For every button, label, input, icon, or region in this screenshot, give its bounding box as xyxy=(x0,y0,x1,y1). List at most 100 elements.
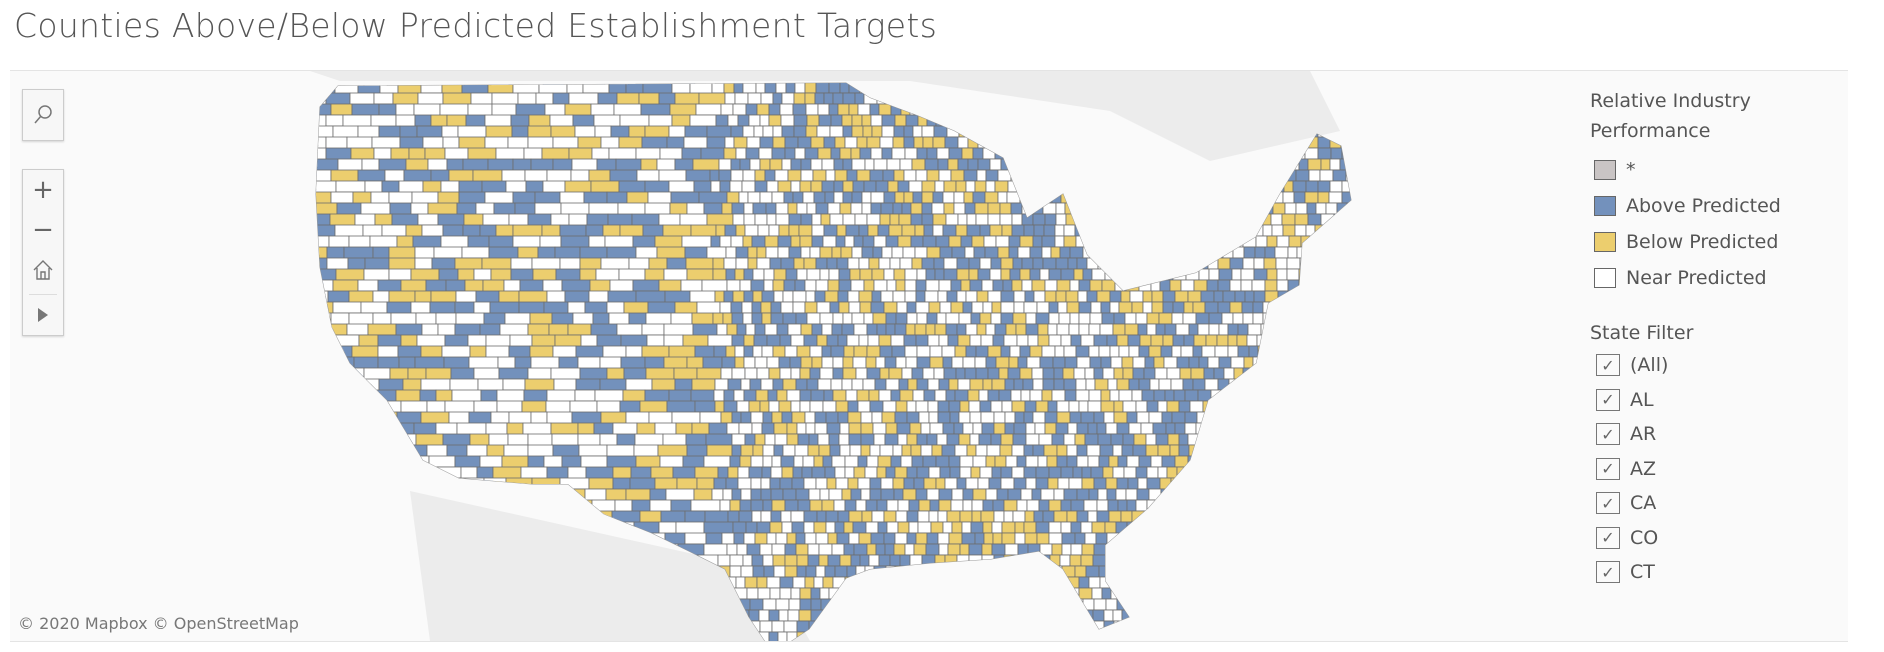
county[interactable] xyxy=(1025,422,1036,435)
county[interactable] xyxy=(1218,268,1233,281)
county[interactable] xyxy=(716,323,728,336)
county[interactable] xyxy=(1284,422,1295,435)
county[interactable] xyxy=(1162,334,1174,347)
county[interactable] xyxy=(941,444,956,457)
county[interactable] xyxy=(1288,466,1302,479)
county[interactable] xyxy=(908,521,919,534)
county[interactable] xyxy=(1088,323,1101,336)
county[interactable] xyxy=(1064,356,1078,369)
county[interactable] xyxy=(1118,345,1130,358)
county[interactable] xyxy=(1236,422,1250,435)
county[interactable] xyxy=(1056,455,1068,468)
county[interactable] xyxy=(1208,444,1221,457)
county[interactable] xyxy=(928,620,939,633)
county[interactable] xyxy=(951,521,963,534)
county[interactable] xyxy=(1290,532,1304,545)
county[interactable] xyxy=(751,554,764,567)
county[interactable] xyxy=(1210,389,1225,402)
county[interactable] xyxy=(1042,510,1055,523)
county[interactable] xyxy=(850,202,863,215)
county[interactable] xyxy=(1075,378,1087,391)
county[interactable] xyxy=(1170,202,1185,215)
county[interactable] xyxy=(910,213,923,226)
county[interactable] xyxy=(912,191,923,204)
county[interactable] xyxy=(886,279,897,292)
county[interactable] xyxy=(1094,191,1105,204)
county[interactable] xyxy=(1101,180,1115,193)
county[interactable] xyxy=(860,411,873,424)
county[interactable] xyxy=(764,235,779,248)
county[interactable] xyxy=(695,103,722,116)
county[interactable] xyxy=(1117,499,1128,512)
county[interactable] xyxy=(1059,136,1072,149)
county[interactable] xyxy=(873,235,887,248)
county[interactable] xyxy=(723,389,735,402)
county[interactable] xyxy=(1298,400,1309,413)
county[interactable] xyxy=(1293,191,1306,204)
county[interactable] xyxy=(972,147,984,160)
county[interactable] xyxy=(1198,268,1210,281)
county[interactable] xyxy=(894,114,907,127)
county[interactable] xyxy=(1354,489,1363,500)
county[interactable] xyxy=(880,488,895,501)
county[interactable] xyxy=(1093,411,1105,424)
county[interactable] xyxy=(725,246,737,259)
county[interactable] xyxy=(979,312,992,325)
county[interactable] xyxy=(1126,257,1140,270)
county[interactable] xyxy=(1068,400,1080,413)
county[interactable] xyxy=(1232,389,1246,402)
county[interactable] xyxy=(1253,433,1265,446)
county[interactable] xyxy=(793,257,805,270)
county[interactable] xyxy=(1326,389,1338,402)
county[interactable] xyxy=(866,213,881,226)
county[interactable] xyxy=(1218,356,1232,369)
county[interactable] xyxy=(905,620,917,633)
county[interactable] xyxy=(1287,499,1298,512)
county[interactable] xyxy=(1091,246,1105,259)
county[interactable] xyxy=(1014,521,1025,534)
county[interactable] xyxy=(1353,445,1364,456)
county[interactable] xyxy=(900,455,913,468)
county[interactable] xyxy=(726,279,741,292)
county[interactable] xyxy=(1140,169,1155,182)
county[interactable] xyxy=(1069,312,1080,325)
county[interactable] xyxy=(310,433,336,452)
county[interactable] xyxy=(729,565,742,578)
county[interactable] xyxy=(1184,411,1198,424)
county[interactable] xyxy=(1013,609,1024,622)
county[interactable] xyxy=(1072,466,1083,479)
county[interactable] xyxy=(933,587,946,600)
county[interactable] xyxy=(1017,103,1031,116)
county[interactable] xyxy=(1021,257,1034,270)
county[interactable] xyxy=(768,631,779,641)
county[interactable] xyxy=(866,136,881,149)
county[interactable] xyxy=(1264,246,1276,259)
county[interactable] xyxy=(804,576,815,589)
county[interactable] xyxy=(998,367,1009,380)
county[interactable] xyxy=(756,367,770,380)
county[interactable] xyxy=(354,631,379,641)
county[interactable] xyxy=(410,301,431,314)
county[interactable] xyxy=(865,499,878,512)
county[interactable] xyxy=(928,466,941,479)
county[interactable] xyxy=(999,136,1010,149)
county[interactable] xyxy=(1076,488,1090,501)
county[interactable] xyxy=(896,301,908,314)
county[interactable] xyxy=(939,565,953,578)
county[interactable] xyxy=(1113,367,1124,380)
county[interactable] xyxy=(828,268,840,281)
county[interactable] xyxy=(837,103,850,116)
county[interactable] xyxy=(561,488,586,506)
county[interactable] xyxy=(834,565,848,578)
county[interactable] xyxy=(743,268,754,281)
county[interactable] xyxy=(1139,224,1153,237)
county[interactable] xyxy=(1343,235,1354,248)
county[interactable] xyxy=(806,378,819,391)
county[interactable] xyxy=(1172,301,1185,314)
county[interactable] xyxy=(1341,488,1354,501)
county[interactable] xyxy=(898,213,912,226)
county[interactable] xyxy=(790,587,801,600)
county[interactable] xyxy=(1122,576,1133,589)
county[interactable] xyxy=(1304,191,1319,204)
county[interactable] xyxy=(754,433,766,446)
